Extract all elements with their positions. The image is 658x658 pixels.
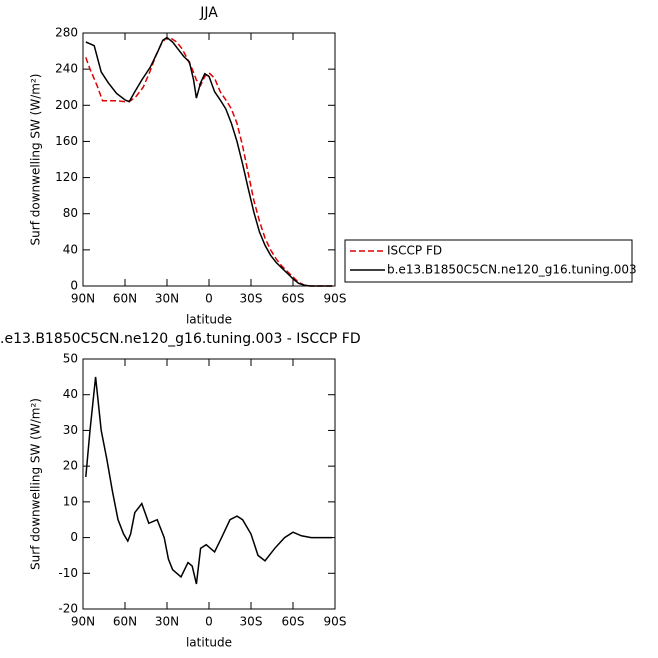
x-tick-label: 30N [155,292,179,306]
x-axis-label: latitude [186,313,232,327]
x-tick-label: 60S [282,292,305,306]
y-tick-label: 160 [55,134,78,148]
x-tick-label: 90S [324,292,347,306]
x-tick-label: 30S [240,615,263,629]
x-tick-label: 0 [205,292,213,306]
y-tick-label: 0 [70,530,78,544]
data-line [85,36,333,287]
x-tick-label: 60N [113,292,137,306]
x-tick-label: 60S [282,615,305,629]
y-tick-label: 20 [63,459,78,473]
x-tick-label: 60N [113,615,137,629]
y-tick-label: 200 [55,98,78,112]
data-line [85,376,333,585]
legend-label: b.e13.B1850C5CN.ne120_g16.tuning.003 [387,263,637,277]
data-line [85,37,333,287]
legend-label: ISCCP FD [387,244,442,258]
y-axis-label: Surf downwelling SW (W/m²) [29,398,43,570]
chart-title: JJA [199,5,218,21]
y-tick-label: -10 [58,566,78,580]
y-tick-label: 280 [55,26,78,40]
x-tick-label: 0 [205,615,213,629]
y-tick-label: 40 [63,242,78,256]
y-tick-label: 120 [55,170,78,184]
y-tick-label: 80 [63,206,78,220]
legend-box [344,239,633,283]
x-tick-label: 90S [324,615,347,629]
x-axis-label: latitude [186,636,232,650]
y-tick-label: 50 [63,352,78,366]
plot-frame [82,32,336,287]
y-tick-label: 0 [70,279,78,293]
chart-title: .e13.B1850C5CN.ne120_g16.tuning.003 - IS… [0,331,361,347]
y-tick-label: 40 [63,387,78,401]
x-tick-label: 90N [71,292,95,306]
x-tick-label: 30S [240,292,263,306]
y-tick-label: 10 [63,494,78,508]
y-tick-label: 30 [63,423,78,437]
y-tick-label: -20 [58,602,78,616]
y-tick-label: 240 [55,62,78,76]
plot-frame [82,358,336,610]
y-axis-label: Surf downwelling SW (W/m²) [29,74,43,246]
x-tick-label: 90N [71,615,95,629]
x-tick-label: 30N [155,615,179,629]
